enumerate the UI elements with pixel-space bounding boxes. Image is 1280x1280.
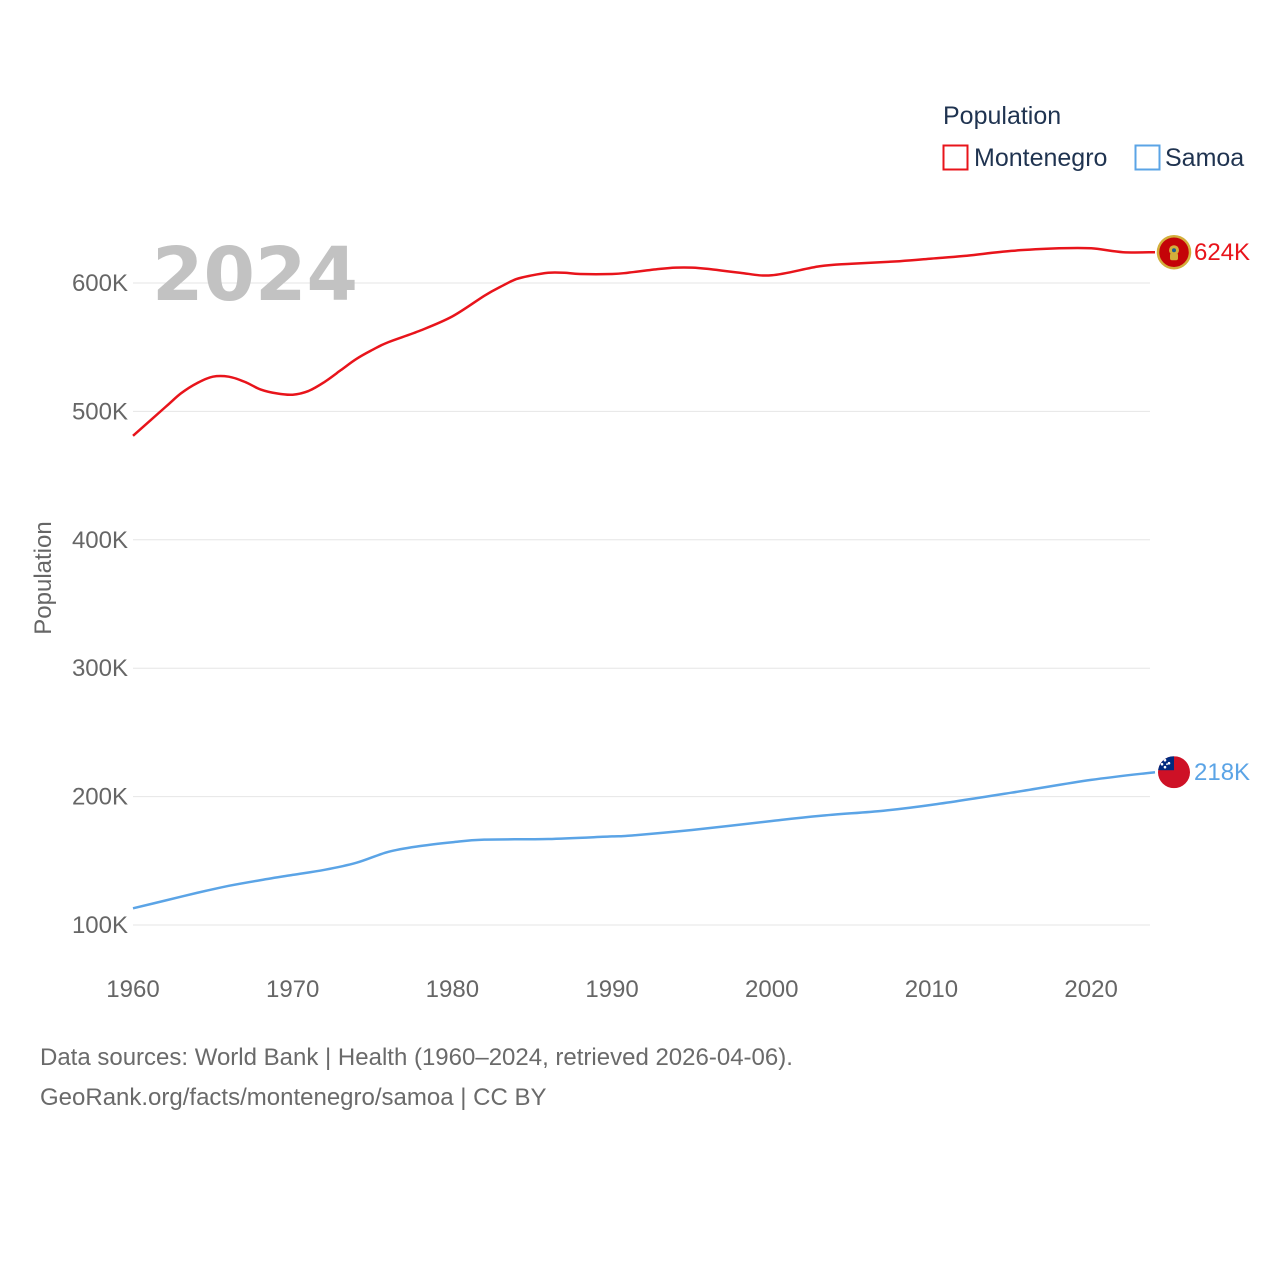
series-line-samoa[interactable]	[132, 770, 1156, 910]
legend-label-samoa[interactable]: Samoa	[1165, 144, 1244, 172]
x-tick-label: 2010	[905, 976, 958, 1003]
y-tick-label: 600K	[72, 270, 128, 297]
x-axis-ticks: 1960 1970 1980 1990 2000 2010 2020	[106, 976, 1118, 1003]
x-tick-label: 1970	[266, 976, 319, 1003]
series-end-labels: 624K 218K	[1194, 239, 1250, 786]
y-tick-label: 300K	[72, 655, 128, 682]
series-lines	[132, 246, 1156, 910]
samoa-flag-icon	[1158, 756, 1190, 789]
series-end-markers	[1156, 234, 1192, 789]
y-tick-label: 200K	[72, 784, 128, 811]
x-tick-label: 1990	[585, 976, 638, 1003]
end-label-montenegro: 624K	[1194, 239, 1250, 266]
x-tick-label: 1980	[426, 976, 479, 1003]
legend-swatch-montenegro[interactable]	[942, 144, 969, 171]
legend-label-montenegro[interactable]: Montenegro	[974, 144, 1107, 172]
x-tick-label: 2020	[1064, 976, 1117, 1003]
footer-credit-link[interactable]: GeoRank.org/facts/montenegro/samoa | CC …	[40, 1084, 547, 1111]
y-tick-label: 100K	[72, 912, 128, 939]
end-label-samoa: 218K	[1194, 759, 1250, 786]
y-tick-label: 500K	[72, 398, 128, 425]
y-axis-ticks: 100K 200K 300K 400K 500K 600K	[72, 270, 128, 939]
legend: Population Montenegro Samoa	[942, 102, 1244, 172]
x-tick-label: 2000	[745, 976, 798, 1003]
year-label: 2024	[152, 232, 358, 318]
footer-source-text: Data sources: World Bank | Health (1960–…	[40, 1044, 793, 1071]
legend-title: Population	[943, 102, 1061, 130]
gridlines	[133, 282, 1150, 926]
montenegro-flag-icon	[1156, 234, 1192, 270]
y-axis-title: Population	[30, 521, 57, 634]
series-line-montenegro[interactable]	[132, 246, 1156, 437]
x-tick-label: 1960	[106, 976, 159, 1003]
legend-swatch-samoa[interactable]	[1134, 144, 1161, 171]
y-tick-label: 400K	[72, 527, 128, 554]
